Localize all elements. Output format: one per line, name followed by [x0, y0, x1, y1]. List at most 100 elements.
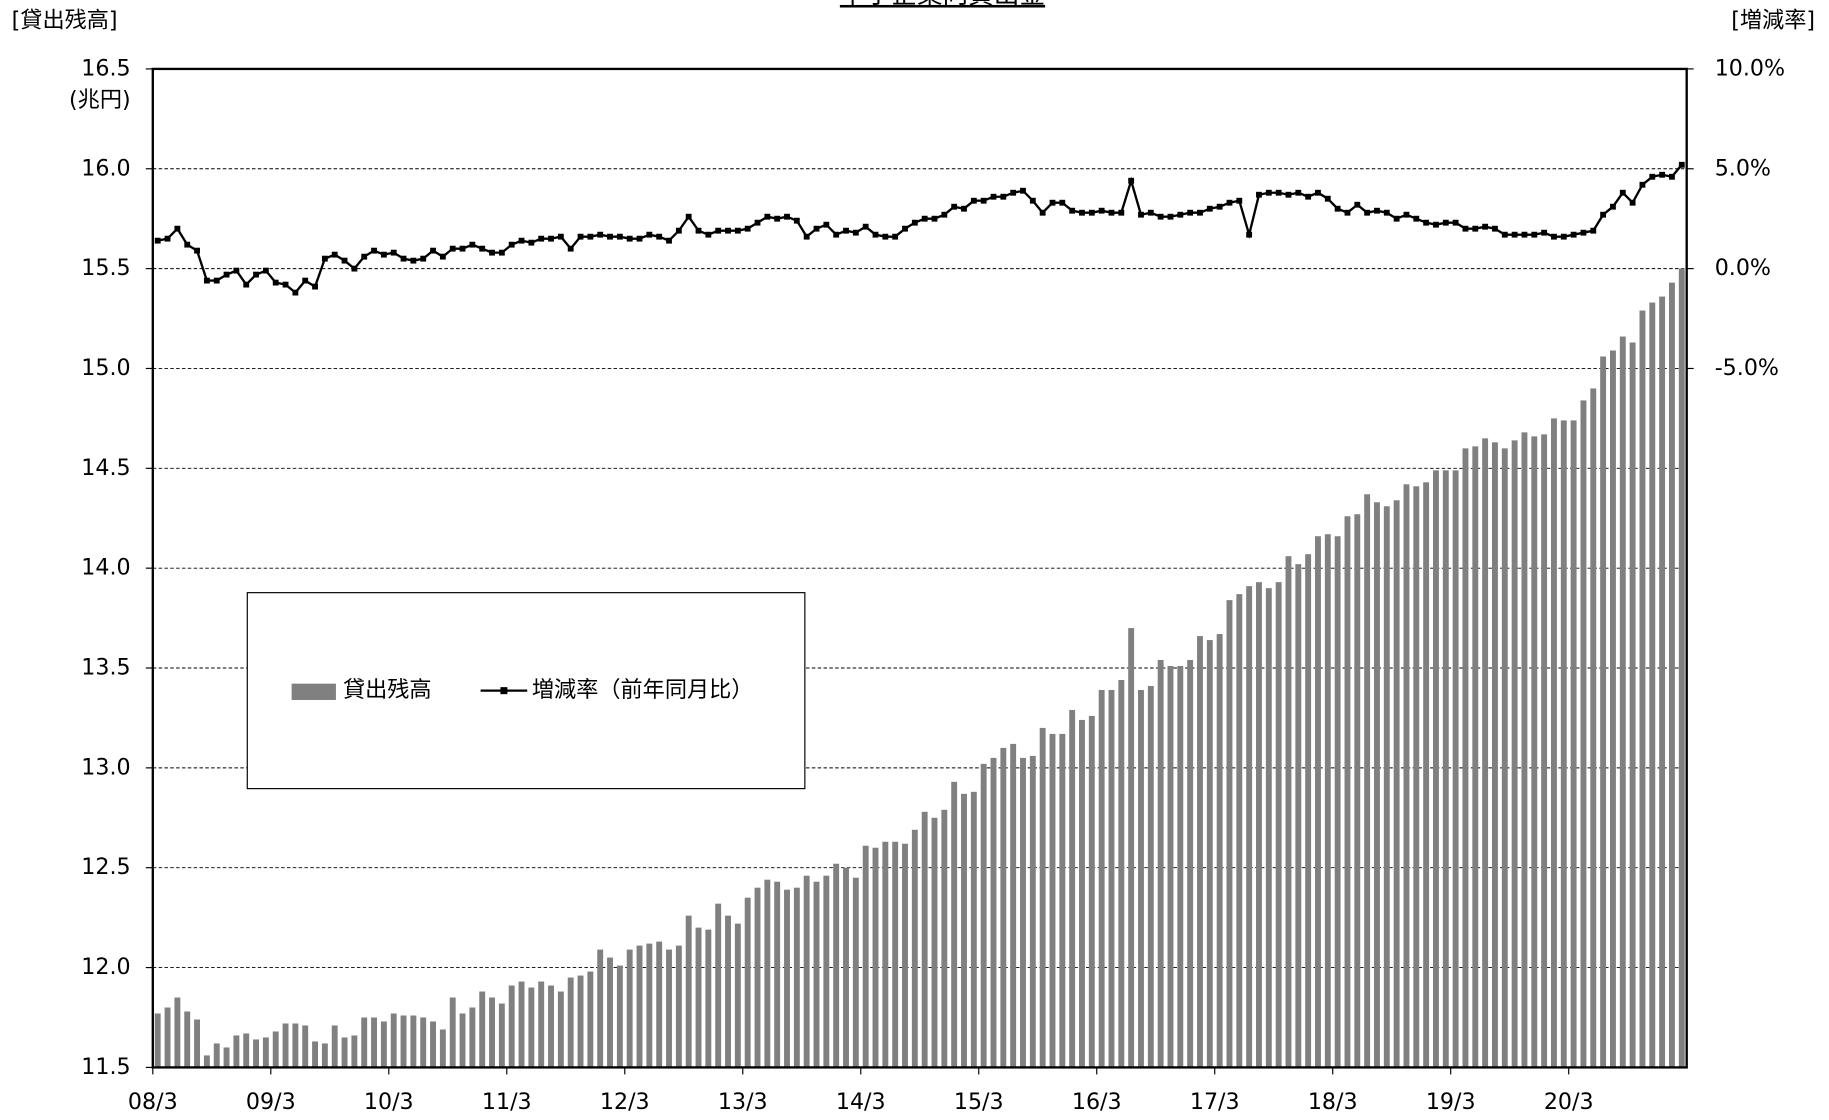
line-marker [361, 253, 368, 260]
line-marker [1383, 209, 1390, 216]
bar [764, 879, 771, 1068]
line-marker [262, 267, 269, 274]
line-marker [882, 233, 889, 240]
line-marker [764, 213, 771, 220]
line-marker [666, 237, 672, 244]
y2-tick-label: 5.0% [1715, 155, 1771, 181]
bar [921, 811, 928, 1068]
line-marker [351, 265, 358, 272]
line-marker [528, 239, 535, 246]
bar [941, 809, 948, 1068]
line-marker [734, 227, 741, 234]
line-marker [1236, 197, 1243, 204]
bar [1285, 556, 1292, 1068]
bar [1128, 628, 1135, 1068]
x-tick-label: 17/3 [1190, 1089, 1240, 1115]
line-marker [1187, 209, 1194, 216]
bar [931, 817, 938, 1068]
line-marker [331, 251, 338, 258]
y-tick-label: 15.5 [81, 255, 130, 281]
legend-marker [500, 687, 508, 695]
line-marker [1669, 173, 1675, 180]
bar [1177, 666, 1184, 1068]
bar [656, 941, 663, 1068]
line-marker [1413, 215, 1420, 222]
bar [469, 1007, 476, 1068]
line-marker [302, 277, 309, 284]
line-marker [902, 225, 908, 232]
line-marker [754, 219, 761, 226]
line-marker [626, 235, 633, 242]
bar [380, 1021, 387, 1068]
bar [1098, 689, 1105, 1068]
bar [1393, 500, 1400, 1068]
bar [1629, 342, 1636, 1068]
bar [1275, 582, 1282, 1068]
line-marker [823, 221, 830, 228]
line-marker [1492, 225, 1498, 232]
line-layer [154, 161, 1685, 296]
bar [498, 1003, 505, 1068]
bar [1246, 586, 1253, 1068]
bar [302, 1025, 309, 1068]
bar [1492, 442, 1498, 1068]
line-marker [203, 277, 210, 284]
bar [1551, 418, 1557, 1068]
line-marker [931, 215, 938, 222]
bar [862, 845, 869, 1068]
y-axis-unit: (兆円) [69, 87, 131, 113]
bar [420, 1017, 427, 1068]
line-marker [1403, 211, 1410, 218]
line-marker [587, 233, 594, 240]
bar [961, 793, 967, 1068]
line-marker [843, 227, 849, 234]
line-marker [616, 233, 623, 240]
line-marker [685, 213, 692, 220]
bar [1020, 757, 1026, 1068]
line-marker [1433, 221, 1439, 228]
bar [1069, 709, 1076, 1068]
bar [184, 1011, 191, 1068]
bar [1619, 336, 1626, 1068]
bar [1295, 564, 1302, 1068]
line-marker [744, 225, 751, 232]
line-marker [1452, 219, 1459, 226]
line-marker [1423, 219, 1430, 226]
y2-axis-label: [増減率] [1731, 8, 1815, 34]
x-tick-label: 19/3 [1426, 1089, 1476, 1115]
line-marker [567, 245, 574, 252]
line-marker [1118, 209, 1125, 216]
bar [951, 781, 958, 1068]
bar [430, 1021, 436, 1068]
bar [852, 877, 859, 1068]
line-marker [705, 231, 712, 238]
bar [1197, 636, 1203, 1068]
y-tick-label: 13.5 [81, 655, 130, 681]
bar [341, 1037, 348, 1068]
bar [980, 763, 987, 1068]
line-marker [557, 233, 564, 240]
bar [1079, 719, 1085, 1068]
line-marker [194, 247, 200, 254]
bar [705, 929, 712, 1068]
legend-label: 増減率（前年同月比） [532, 677, 754, 703]
bar [1649, 302, 1656, 1068]
line-marker [469, 241, 476, 248]
bar [843, 867, 849, 1068]
line-marker [675, 227, 682, 234]
line-marker [803, 233, 810, 240]
line-marker [1610, 203, 1616, 210]
line-marker [380, 251, 387, 258]
bar [479, 991, 486, 1068]
bar [1423, 482, 1430, 1068]
y-tick-label: 16.0 [81, 155, 130, 181]
line-marker [1020, 187, 1026, 194]
line-marker [430, 247, 436, 254]
x-tick-label: 09/3 [246, 1089, 296, 1115]
line-marker [253, 271, 259, 278]
bar [1216, 634, 1223, 1068]
bar [1580, 400, 1587, 1068]
line-marker [1108, 209, 1115, 216]
bar [1482, 438, 1489, 1068]
bar [1157, 660, 1164, 1068]
